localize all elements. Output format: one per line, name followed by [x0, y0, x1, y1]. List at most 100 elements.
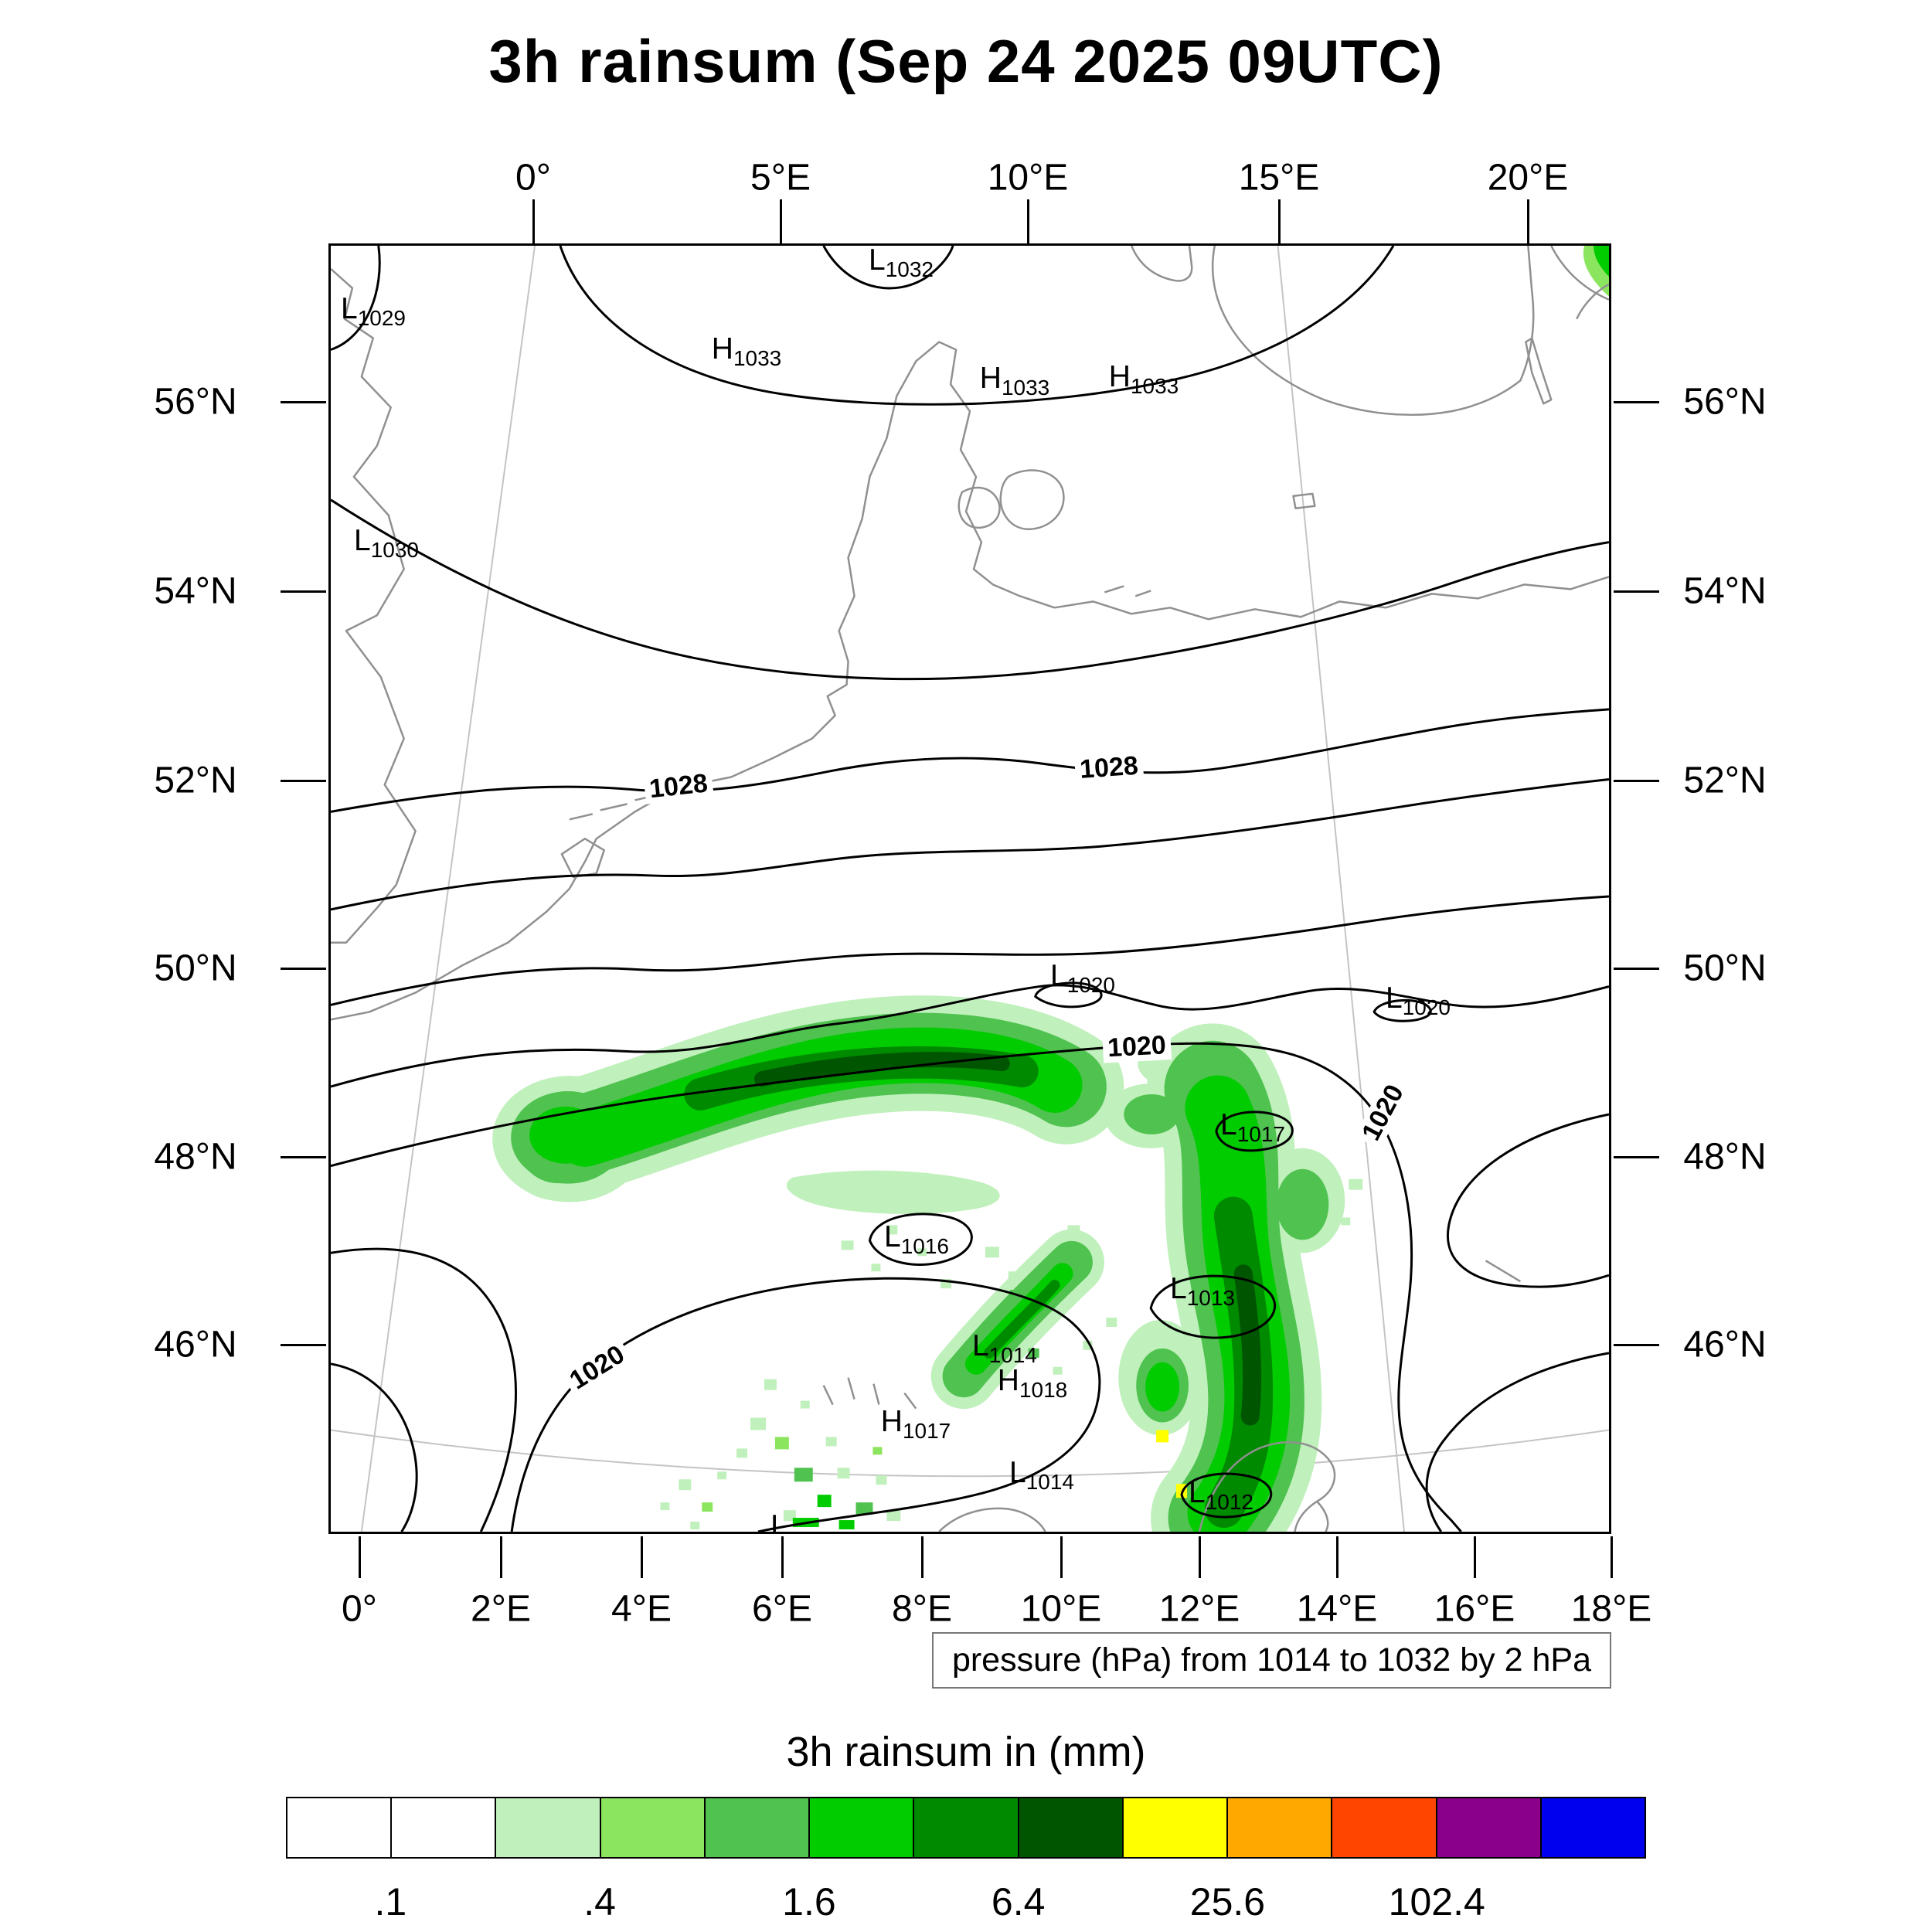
isobars-group: [331, 246, 1609, 1532]
colorbar-cell: [495, 1797, 601, 1859]
pressure-center-label: H1033: [980, 363, 1049, 399]
map-frame: L1029 L1030 L1032 H1033 H1033 H1033 L1020 L1020…: [328, 243, 1611, 1534]
axis-tick-label-right: 48°N: [1683, 1136, 1767, 1178]
axis-tick-bottom: [358, 1536, 361, 1578]
colorbar-cell: [1435, 1797, 1542, 1859]
axis-tick-bottom: [1060, 1536, 1063, 1578]
axis-tick-label-top: 20°E: [1487, 157, 1569, 199]
pressure-value: 1032: [885, 257, 934, 281]
axis-tick-label-left: 46°N: [154, 1324, 237, 1366]
axis-tick-bottom: [1198, 1536, 1201, 1578]
colorbar: [286, 1797, 1647, 1859]
axis-tick-bottom: [920, 1536, 923, 1578]
axis-tick-left: [281, 779, 326, 782]
pressure-value: 1033: [733, 345, 782, 370]
axis-tick-label-left: 56°N: [154, 381, 237, 423]
pressure-value: 1020: [1402, 995, 1451, 1019]
colorbar-cell: [599, 1797, 706, 1859]
contour-inline-label: 1028: [1073, 751, 1145, 785]
axis-tick-left: [281, 1155, 326, 1158]
axis-tick-label-bottom: 10°E: [1020, 1588, 1102, 1630]
axis-tick-top: [532, 199, 535, 243]
coast-liguria: [938, 1507, 1046, 1532]
axis-tick-bottom: [1335, 1536, 1338, 1578]
axis-tick-label-top: 15°E: [1238, 157, 1320, 199]
pressure-center-label: L1029: [341, 294, 406, 329]
pressure-value: 1014: [1026, 1469, 1074, 1494]
coast-zealand: [999, 469, 1065, 530]
pressure-letter: L: [770, 1509, 787, 1534]
pressure-letter: L: [1050, 959, 1067, 993]
pressure-value: 1012: [1205, 1489, 1253, 1514]
axis-tick-label-bottom: 16°E: [1434, 1588, 1515, 1630]
colorbar-cell: [913, 1797, 1019, 1859]
map-canvas: [331, 246, 1609, 1532]
pressure-value: 1016: [900, 1233, 949, 1258]
colorbar-cell: [1539, 1797, 1647, 1859]
pressure-value: 1017: [1236, 1121, 1285, 1146]
coast-norway: [1131, 246, 1193, 282]
pressure-center-label: L1017: [1220, 1110, 1285, 1145]
pressure-center-label: L1014: [972, 1331, 1037, 1366]
page-title: 3h rainsum (Sep 24 2025 09UTC): [488, 27, 1444, 95]
pressure-value: 1017: [902, 1418, 951, 1443]
pressure-value: 1014: [988, 1342, 1037, 1367]
contour-inline-label: 1020: [1354, 1076, 1413, 1150]
colorbar-cell: [1017, 1797, 1124, 1859]
pressure-center-label: L1012: [1189, 1478, 1253, 1513]
coast-sweden: [1211, 246, 1535, 417]
coast-alpine-lakes: [822, 1260, 1522, 1410]
isobar-1028: [331, 708, 1609, 813]
axis-tick-bottom: [1610, 1536, 1613, 1578]
axis-tick-left: [281, 400, 326, 403]
pressure-letter: H: [880, 1405, 903, 1439]
pressure-value: 1030: [370, 537, 419, 562]
axis-tick-label-right: 50°N: [1683, 947, 1767, 989]
coast-topright: [1550, 246, 1609, 301]
axis-tick-label-bottom: 6°E: [752, 1588, 812, 1630]
axis-tick-label-left: 50°N: [154, 947, 237, 989]
pressure-value: 1033: [1001, 375, 1050, 400]
pressure-letter: L: [1386, 981, 1403, 1015]
axis-tick-right: [1614, 779, 1659, 782]
axis-tick-left: [281, 1343, 326, 1346]
axis-tick-label-right: 54°N: [1683, 570, 1767, 612]
colorbar-title: 3h rainsum in (mm): [786, 1729, 1146, 1775]
pressure-value: 1020: [1066, 972, 1115, 997]
colorbar-cell: [1226, 1797, 1333, 1859]
axis-tick-label-left: 52°N: [154, 760, 237, 801]
axis-tick-label-bottom: 2°E: [471, 1588, 531, 1630]
pressure-value: 1029: [357, 305, 406, 330]
axis-tick-label-bottom: 0°: [342, 1588, 377, 1630]
rain-shading-group: [492, 246, 1609, 1532]
axis-tick-bottom: [781, 1536, 784, 1578]
pressure-center-label: H1018: [998, 1366, 1067, 1401]
pressure-letter: L: [341, 292, 358, 326]
pressure-caption: pressure (hPa) from 1014 to 1032 by 2 hP…: [931, 1632, 1611, 1689]
axis-tick-label-top: 5°E: [750, 157, 811, 199]
pressure-letter: L: [1220, 1108, 1237, 1142]
pressure-center-label: L1013: [1170, 1274, 1235, 1309]
colorbar-cell: [703, 1797, 811, 1859]
colorbar-tick-label: 6.4: [991, 1880, 1046, 1923]
axis-tick-label-top: 10°E: [987, 157, 1069, 199]
coastlines-group: [331, 246, 1609, 1532]
coast-gotland: [1576, 283, 1609, 320]
axis-tick-bottom: [499, 1536, 502, 1578]
axis-tick-label-bottom: 12°E: [1158, 1588, 1240, 1630]
pressure-letter: L: [354, 524, 371, 558]
axis-tick-left: [281, 967, 326, 970]
axis-tick-top: [1026, 199, 1029, 243]
axis-tick-top: [779, 199, 782, 243]
pressure-center-label: L1020: [1386, 983, 1451, 1019]
pressure-letter: H: [711, 332, 733, 366]
axis-tick-label-bottom: 4°E: [611, 1588, 672, 1630]
pressure-letter: L: [972, 1329, 989, 1363]
axis-tick-top: [1526, 199, 1529, 243]
coast-bornholm: [1292, 492, 1316, 510]
pressure-center-label: L1014: [1009, 1458, 1074, 1493]
pressure-letter: H: [979, 362, 1002, 396]
axis-tick-label-bottom: 18°E: [1570, 1588, 1652, 1630]
pressure-letter: L: [884, 1220, 901, 1254]
coast-oland: [1525, 337, 1553, 405]
